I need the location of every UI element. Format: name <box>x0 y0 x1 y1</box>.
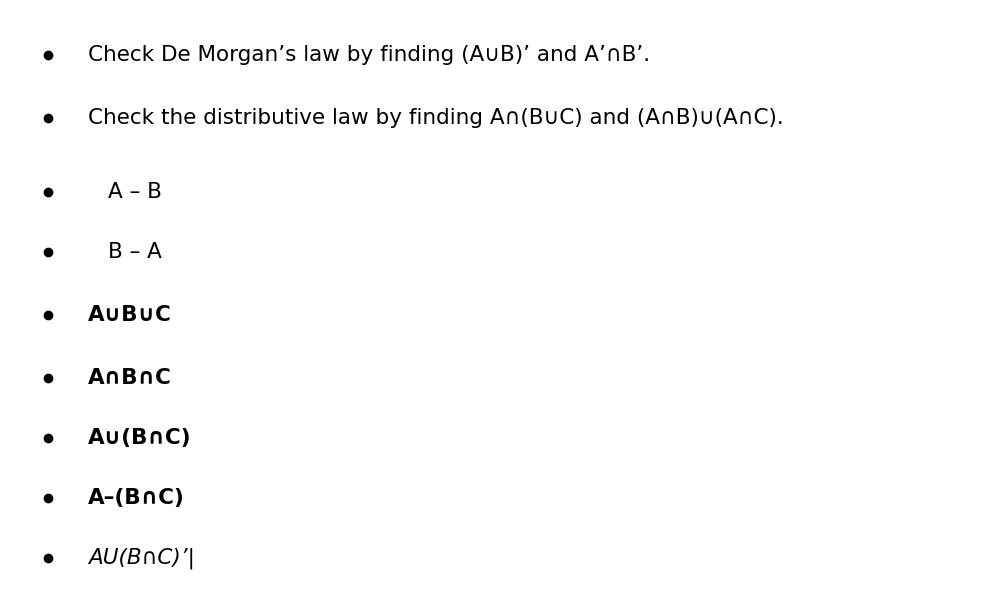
Text: AU(B∩C)’|: AU(B∩C)’| <box>88 547 195 569</box>
Text: A–(B∩C): A–(B∩C) <box>88 488 185 508</box>
Text: Check the distributive law by finding A∩(B∪C) and (A∩B)∪(A∩C).: Check the distributive law by finding A∩… <box>88 108 783 128</box>
Text: A∪(B∩C): A∪(B∩C) <box>88 428 192 448</box>
Text: A – B: A – B <box>108 182 162 202</box>
Text: A∩B∩C: A∩B∩C <box>88 368 172 388</box>
Text: B – A: B – A <box>108 242 162 262</box>
Text: A∪B∪C: A∪B∪C <box>88 305 172 325</box>
Text: Check De Morgan’s law by finding (A∪B)’ and A’∩B’.: Check De Morgan’s law by finding (A∪B)’ … <box>88 45 650 65</box>
